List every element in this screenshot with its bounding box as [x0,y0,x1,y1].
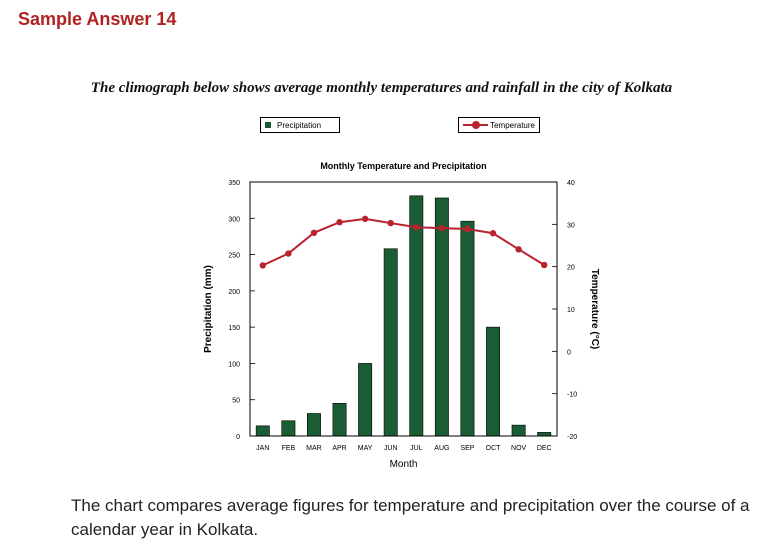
legend-temperature: Temperature [458,117,540,133]
temperature-point [285,250,292,257]
precipitation-bar [460,220,475,437]
x-tick-label: NOV [511,445,527,452]
left-tick-label: 150 [228,325,240,332]
precipitation-bar [434,197,449,437]
right-tick-label: -20 [567,434,577,441]
precipitation-bar [281,420,296,437]
left-tick-label: 350 [228,180,240,187]
precipitation-bar [358,363,373,437]
temperature-point [515,246,522,253]
x-tick-label: APR [332,445,346,452]
precipitation-bar [511,424,526,437]
temperature-swatch [463,121,489,129]
precipitation-bar [307,413,321,437]
right-tick-label: 0 [567,349,571,356]
precipitation-swatch [265,122,271,128]
right-tick-label: -10 [567,392,577,399]
temperature-line [262,217,545,267]
footer-text: The chart compares average figures for t… [71,496,750,539]
precipitation-bar [486,326,500,437]
intro-text: The climograph below shows average month… [90,80,673,96]
right-tick-label: 40 [567,180,575,187]
x-tick-label: SEP [460,445,474,452]
temperature-point [489,230,497,237]
temperature-point [336,219,343,226]
climograph-chart: Monthly Temperature and Precipitation 0 50… [203,161,600,470]
temperature-point [387,219,394,227]
temperature-point [259,262,266,269]
right-tick-label: 10 [567,307,575,314]
x-tick-label: DEC [537,445,552,452]
precipitation-bar [255,425,270,437]
x-tick-label: MAY [358,445,373,452]
precipitation-bar [409,195,424,437]
right-axis-label: Temperature (°C) [589,269,600,350]
plot-frame [249,181,558,437]
chart-title: Monthly Temperature and Precipitation [320,161,486,171]
sample-answer-heading: Sample Answer 14 [18,9,177,29]
x-tick-label: AUG [434,445,449,452]
precipitation-bar [332,403,347,437]
temperature-point [413,224,420,231]
precipitation-bar [537,432,552,437]
left-tick-label: 0 [236,434,240,441]
x-tick-label: FEB [282,445,296,452]
temperature-point [361,215,369,223]
temperature-point [310,229,318,236]
temperature-point [541,261,548,269]
legend-temperature-label: Temperature [490,120,535,130]
right-tick-label: 30 [567,222,575,229]
left-tick-label: 100 [228,361,240,368]
left-tick-label: 300 [228,216,240,223]
right-tick-label: 20 [567,265,575,272]
left-tick-label: 200 [228,289,240,296]
temperature-point [438,224,446,232]
x-tick-label: JUN [384,445,398,452]
left-tick-label: 250 [228,253,240,260]
x-tick-label: JUL [410,445,423,452]
precipitation-bar [383,248,398,437]
temperature-point [464,225,471,233]
legend-precipitation-label: Precipitation [277,120,322,130]
left-axis-label: Precipitation (mm) [203,265,214,353]
x-tick-label: OCT [486,445,502,452]
x-axis-label: Month [390,459,418,470]
x-tick-label: MAR [306,445,322,452]
legend-precipitation: Precipitation [260,117,340,133]
left-tick-label: 50 [232,398,240,405]
x-tick-label: JAN [256,445,269,452]
